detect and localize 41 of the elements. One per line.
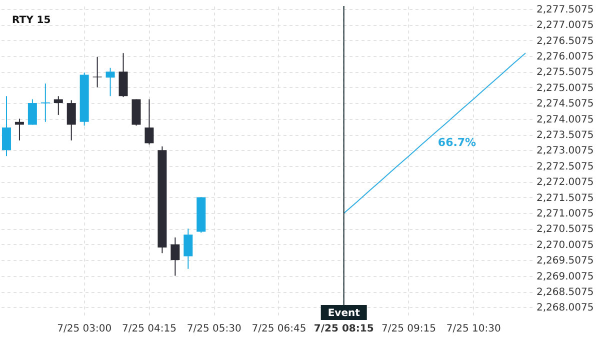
y-tick-label: 2,274.0075 xyxy=(536,114,594,126)
candlestick xyxy=(106,67,115,97)
x-tick-label: 7/25 09:15 xyxy=(382,324,436,334)
y-tick-label: 2,269.5075 xyxy=(536,256,594,267)
y-tick-label: 2,275.5075 xyxy=(536,67,594,78)
candlestick xyxy=(28,98,37,126)
text: RTY 15 xyxy=(12,15,51,26)
x-tick-label: 7/25 10:30 xyxy=(446,324,501,334)
y-tick-label: 2,269.0075 xyxy=(536,271,594,282)
y-tick-label: 2,275.0075 xyxy=(536,82,594,94)
y-tick-label: 2,268.5075 xyxy=(536,287,594,298)
y-tick-label: 2,273.0075 xyxy=(536,146,594,157)
x-tick-label: 7/25 03:00 xyxy=(57,324,112,334)
y-tick-label: 2,277.5075 xyxy=(536,4,594,16)
ref-line-label: Event xyxy=(328,308,360,319)
candlestick xyxy=(184,228,193,270)
candlestick xyxy=(40,83,50,122)
candlestick xyxy=(92,56,102,88)
y-tick-label: 2,276.5075 xyxy=(536,36,594,47)
y-tick-label: 2,273.5075 xyxy=(536,130,594,142)
annotation: 66.7% xyxy=(438,136,476,149)
candlestick xyxy=(144,98,154,145)
y-tick-label: 2,276.0075 xyxy=(536,52,594,63)
x-tick-label: 7/25 05:30 xyxy=(186,324,242,334)
y-tick-label: 2,274.5075 xyxy=(536,98,594,110)
y-tick-label: 2,271.5075 xyxy=(536,192,594,204)
candlestick xyxy=(170,236,180,276)
candlestick xyxy=(66,100,76,141)
y-tick-label: 2,268.0075 xyxy=(536,302,594,314)
y-tick-label: 2,272.5075 xyxy=(536,161,594,172)
candlestick xyxy=(54,96,63,116)
y-tick-label: 2,277.0075 xyxy=(536,20,594,32)
line-series xyxy=(343,52,526,214)
x-tick-label: 7/25 08:15 xyxy=(314,324,374,334)
x-tick-label: 7/25 04:15 xyxy=(122,324,176,334)
candlestick xyxy=(2,96,11,157)
y-tick-label: 2,270.0075 xyxy=(536,240,594,251)
y-tick-label: 2,271.0075 xyxy=(536,208,594,220)
y-tick-label: 2,270.5075 xyxy=(536,224,594,236)
y-tick-label: 2,272.0075 xyxy=(536,177,594,188)
x-tick-label: 7/25 06:45 xyxy=(252,324,306,334)
